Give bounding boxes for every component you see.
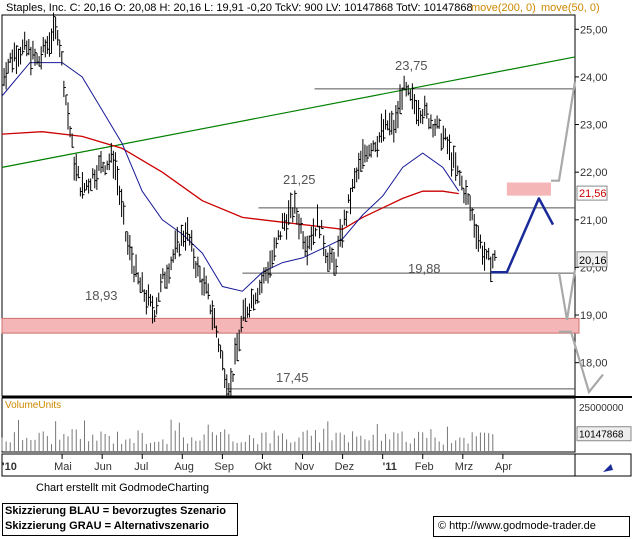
y-tick-label: 24,00 <box>580 72 608 84</box>
scenario-legend-box: Skizzierung BLAU = bevorzugtes Szenario … <box>2 503 238 536</box>
level-label: 21,25 <box>283 172 316 187</box>
volume-bars <box>1 419 494 451</box>
volume-last-label: 10147868 <box>579 430 624 441</box>
y-tick-label: 22,00 <box>580 167 608 179</box>
scenario-gray-up <box>551 81 577 182</box>
corner-box <box>574 453 632 477</box>
level-label: 23,75 <box>395 58 428 73</box>
last-price-box: 20,16 <box>576 251 608 268</box>
quote-line: Staples, Inc. C: 20,16 O: 20,08 H: 20,16… <box>6 2 473 14</box>
volume-tick-label: 25000000 <box>579 403 624 414</box>
source-url-link[interactable]: © http://www.godmode-trader.de <box>433 516 630 537</box>
axis-panel: '10 Mai Jun Jul Aug Sep Okt Nov Dez '11 Feb Mrz Apr <box>1 453 632 477</box>
ma200-value-box: 21,56 <box>576 185 608 201</box>
x-tick-label: '10 <box>2 461 17 473</box>
volume-title: VolumeUnits <box>5 400 61 411</box>
support-zone <box>1 317 580 334</box>
x-tick-label: Jul <box>134 461 148 473</box>
y-tick-label: 18,00 <box>580 358 608 370</box>
y-tick-label: 23,00 <box>580 120 608 132</box>
price-bars <box>1 12 497 399</box>
x-tick-label: Mai <box>54 461 72 473</box>
support-zone-label: 18,93 <box>85 288 118 303</box>
legend-blue-scenario: Skizzierung BLAU = bevorzugtes Szenario <box>5 505 226 517</box>
x-tick-label: Aug <box>174 461 194 473</box>
scenario-blue <box>490 197 555 274</box>
level-label: 19,88 <box>408 261 441 276</box>
x-tick-label: Feb <box>415 461 434 473</box>
ma200-value-box-bg <box>576 185 608 201</box>
resistance-zone <box>506 182 551 196</box>
ma50-legend: move(50, 0) <box>541 2 600 14</box>
volume-panel-frame <box>1 397 576 453</box>
last-price-label: 20,16 <box>579 255 607 267</box>
last-price-box-bg <box>576 251 608 268</box>
x-tick-label: '11 <box>383 461 397 473</box>
price-panel: 18,0019,0020,0021,0022,0023,0024,0025,00… <box>1 12 632 399</box>
x-tick-label: Dez <box>335 461 355 473</box>
scenario-gray-down <box>557 269 577 320</box>
legend-gray-scenario: Skizzierung GRAU = Alternativszenario <box>5 520 210 532</box>
volume-last-box <box>576 426 632 442</box>
volume-panel: VolumeUnits 25000000 10147868 <box>1 397 632 453</box>
x-tick-label: Jun <box>94 461 112 473</box>
draw-tool-icon <box>603 464 613 472</box>
ma200-legend: move(200, 0) <box>471 2 536 14</box>
chart-svg: 18,0019,0020,0021,0022,0023,0024,0025,00… <box>1 2 632 477</box>
y-tick-label: 25,00 <box>580 24 608 36</box>
y-tick-label: 19,00 <box>580 310 608 322</box>
ma200-value-label: 21,56 <box>579 188 607 200</box>
y-tick-label: 21,00 <box>580 215 608 227</box>
level-label: 17,45 <box>276 370 309 385</box>
scenario-gray-lower <box>558 330 604 395</box>
x-tick-label: Sep <box>214 461 234 473</box>
trendline <box>1 56 576 168</box>
x-tick-label: Mrz <box>455 461 473 473</box>
chart-credit: Chart erstellt mit GodmodeCharting <box>36 482 210 494</box>
x-tick-label: Apr <box>495 461 512 473</box>
ma50-line <box>1 62 460 292</box>
x-tick-label: Okt <box>254 461 271 473</box>
x-tick-label: Nov <box>295 461 315 473</box>
